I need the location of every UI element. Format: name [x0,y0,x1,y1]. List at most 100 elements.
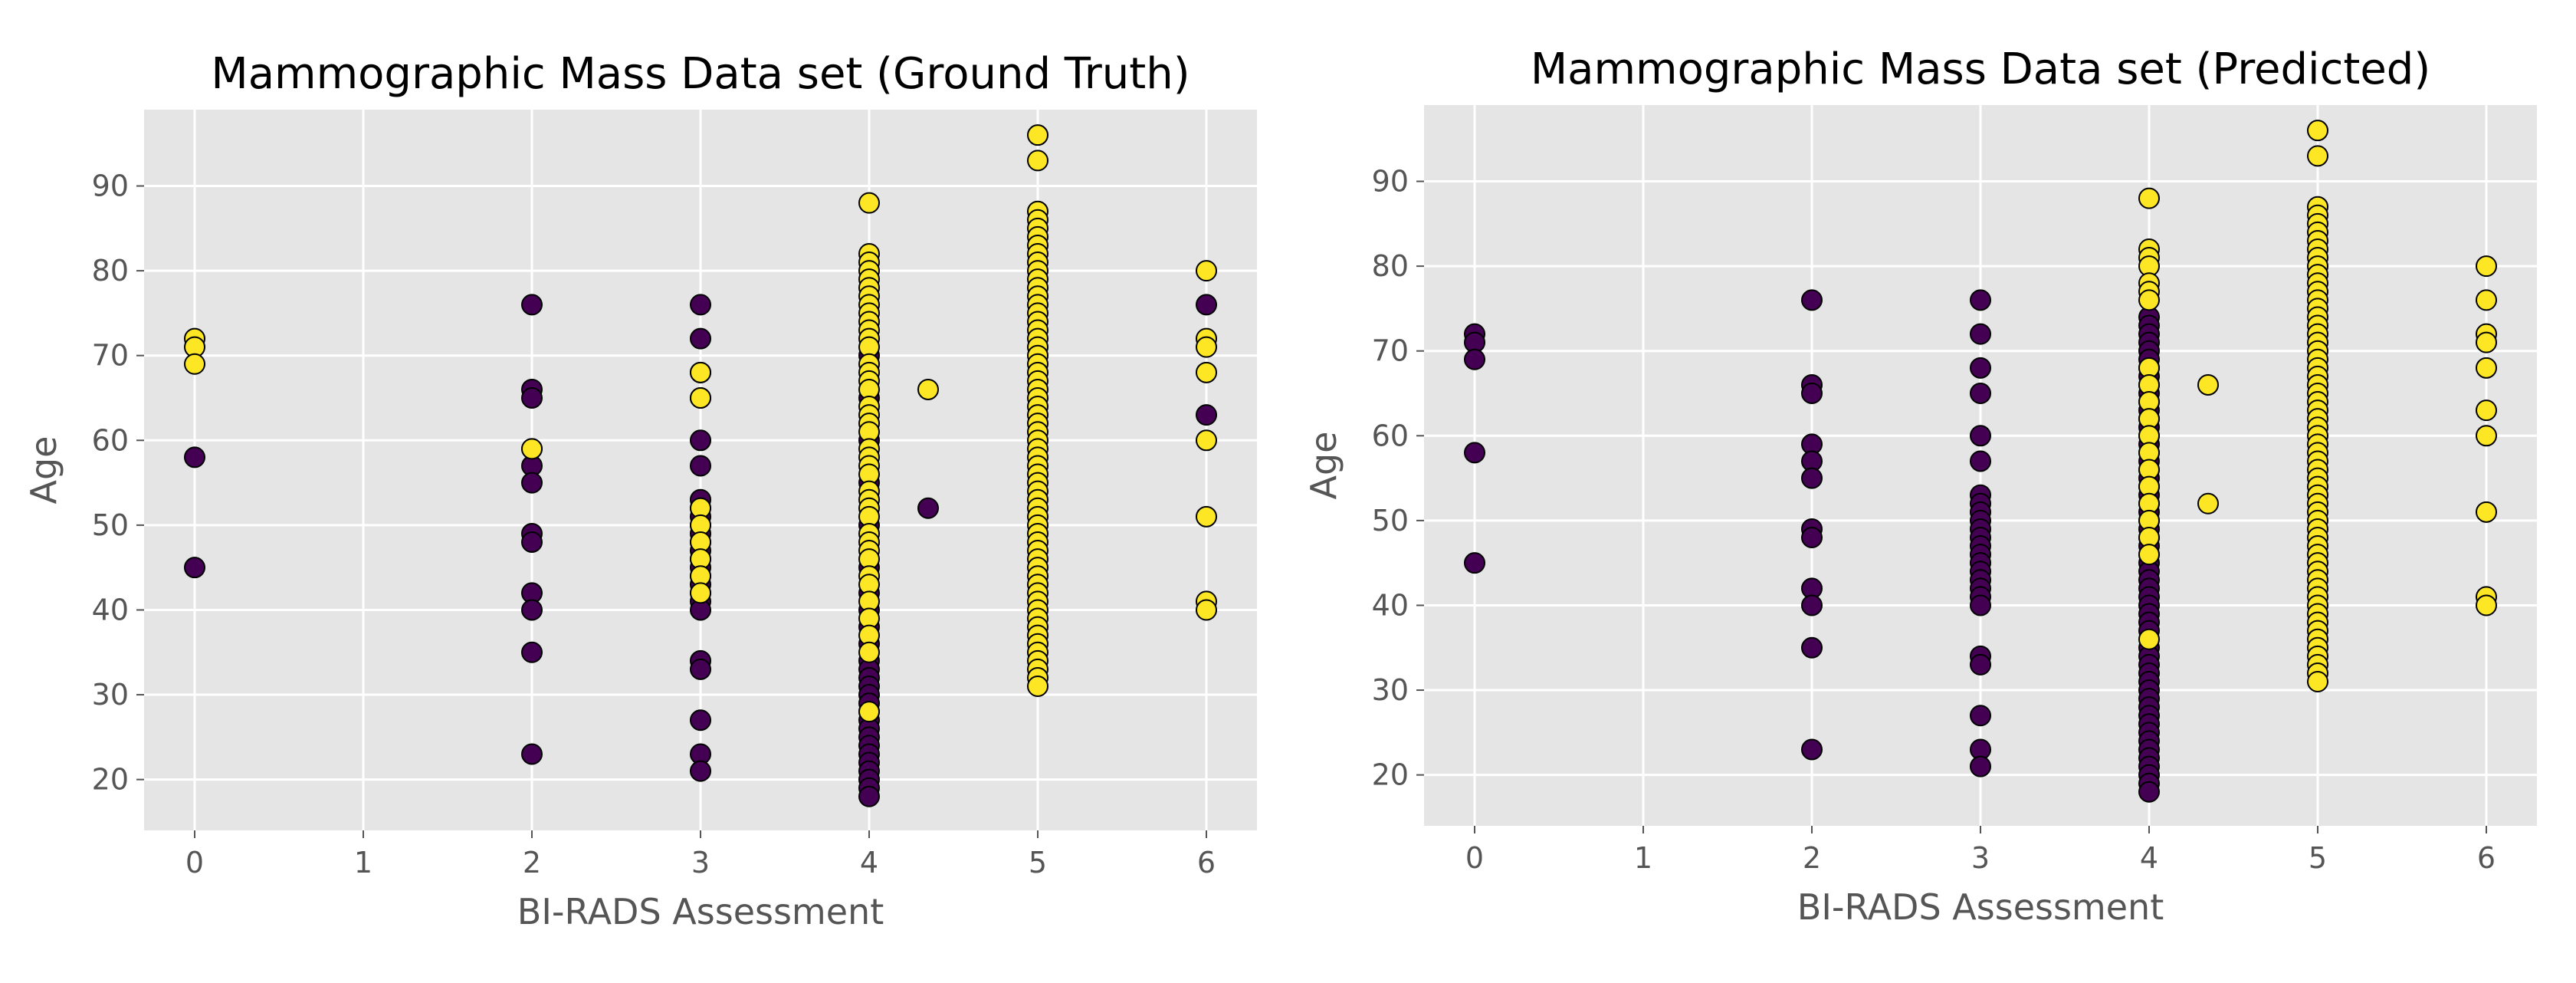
x-tick-label: 3 [1971,841,1990,875]
data-point-class-0 [1801,738,1823,761]
y-axis-label-predicted: Age [1303,432,1344,500]
data-point-class-1 [1196,429,1217,452]
data-point-class-1 [917,378,939,400]
data-point-class-0 [1970,425,1991,447]
x-tick-label: 5 [1029,846,1047,879]
y-tick-label: 30 [92,678,129,712]
data-point-class-0 [690,455,711,477]
y-ticks-predicted: 20 30 40 50 60 70 80 90 [1372,165,1424,792]
data-point-class-0 [1464,442,1485,464]
x-tick-label: 1 [354,846,372,879]
data-point-class-1 [1196,361,1217,383]
data-point-class-0 [1970,323,1991,345]
data-point-class-1 [2138,628,2160,650]
data-point-class-0 [1801,467,1823,489]
data-point-class-0 [1970,594,1991,616]
data-point-class-1 [1196,260,1217,282]
data-point-class-1 [2197,492,2219,515]
data-point-class-1 [690,387,711,409]
data-point-class-1 [2476,594,2497,616]
data-point-class-1 [858,192,880,214]
data-point-class-0 [1801,594,1823,616]
x-tick-label: 0 [1465,841,1484,875]
chart-predicted: 0 1 2 3 4 5 6 20 30 40 50 60 70 80 90 Mammographic Ma… [1303,44,2537,928]
y-tick-label: 70 [1372,334,1409,368]
data-point-class-0 [1970,289,1991,311]
x-tick-label: 6 [2477,841,2496,875]
data-point-class-0 [917,497,939,519]
data-point-class-1 [2307,145,2328,167]
data-point-class-0 [1970,357,1991,379]
x-tick-label: 2 [523,846,541,879]
data-point-class-0 [858,785,880,807]
chart-title-ground-truth: Mammographic Mass Data set (Ground Truth… [211,49,1190,99]
data-point-class-1 [858,641,880,663]
data-point-class-0 [1970,653,1991,676]
x-ticks-ground-truth: 0 1 2 3 4 5 6 [185,830,1216,879]
data-point-class-1 [2197,373,2219,396]
y-tick-label: 60 [1372,419,1409,452]
data-point-class-1 [2307,671,2328,692]
x-tick-label: 5 [2309,841,2327,875]
data-point-class-1 [2476,501,2497,523]
data-point-class-0 [1801,289,1823,311]
data-point-class-0 [690,429,711,452]
chart-title-predicted: Mammographic Mass Data set (Predicted) [1531,44,2430,94]
y-tick-label: 40 [92,593,129,626]
data-point-class-1 [690,582,711,604]
data-point-class-0 [1801,383,1823,404]
data-point-class-0 [1970,383,1991,404]
x-axis-label-ground-truth: BI-RADS Assessment [517,891,884,932]
y-tick-label: 20 [92,763,129,797]
y-tick-label: 50 [1372,504,1409,538]
y-axis-label-ground-truth: Age [23,436,64,505]
data-point-class-0 [1464,348,1485,370]
y-ticks-ground-truth: 20 30 40 50 60 70 80 90 [92,169,144,797]
chart-ground-truth: 0 1 2 3 4 5 6 20 30 40 50 60 70 80 90 Mammographic Ma… [23,49,1257,932]
data-point-class-1 [2476,399,2497,422]
data-point-class-0 [521,599,543,621]
data-point-class-0 [1196,404,1217,426]
data-point-class-0 [1970,450,1991,472]
data-point-class-0 [184,446,205,468]
data-point-class-1 [690,361,711,383]
data-point-class-1 [2138,187,2160,209]
data-point-class-0 [521,531,543,553]
data-point-class-0 [521,294,543,316]
data-point-class-1 [858,701,880,723]
data-point-class-1 [1027,676,1048,697]
data-point-class-1 [1027,150,1048,172]
x-tick-label: 0 [185,846,204,879]
data-point-class-1 [521,438,543,460]
y-tick-label: 40 [1372,588,1409,622]
y-tick-label: 60 [92,423,129,457]
x-tick-label: 6 [1197,846,1216,879]
data-point-class-0 [690,327,711,350]
data-point-class-0 [184,557,205,579]
x-tick-label: 4 [860,846,878,879]
data-point-class-0 [521,641,543,663]
points-ground-truth [184,124,1217,807]
x-tick-label: 2 [1803,841,1821,875]
data-point-class-0 [1801,527,1823,548]
data-point-class-1 [2138,544,2160,566]
data-point-class-0 [690,709,711,731]
x-tick-label: 1 [1634,841,1652,875]
data-point-class-0 [521,743,543,765]
y-tick-label: 20 [1372,758,1409,792]
y-tick-label: 30 [1372,673,1409,707]
data-point-class-0 [690,294,711,316]
points-predicted [1464,120,2497,803]
data-point-class-1 [2476,255,2497,278]
data-point-class-0 [521,472,543,494]
data-point-class-0 [1196,294,1217,316]
x-tick-label: 4 [2140,841,2158,875]
data-point-class-1 [1027,124,1048,146]
data-point-class-1 [2476,289,2497,311]
y-tick-label: 80 [92,254,129,288]
data-point-class-1 [1196,336,1217,358]
x-axis-label-predicted: BI-RADS Assessment [1797,886,2164,928]
data-point-class-0 [690,658,711,680]
x-ticks-predicted: 0 1 2 3 4 5 6 [1465,826,2496,875]
